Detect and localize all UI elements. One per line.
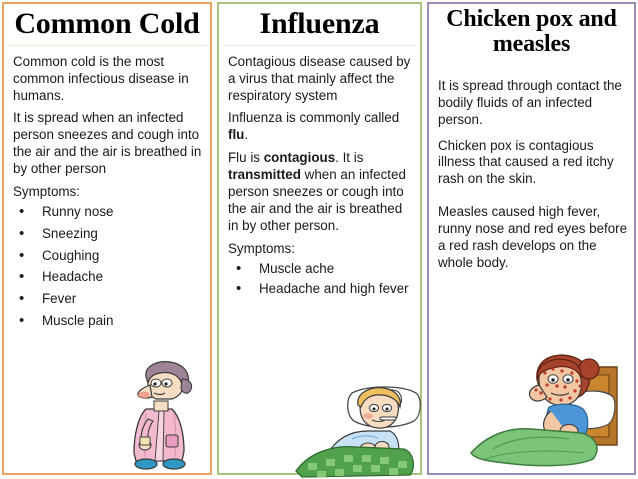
panel-title-chicken-pox-measles: Chicken pox and measles <box>446 6 617 58</box>
bold-term: transmitted <box>228 167 301 183</box>
list-item: Fever <box>13 290 204 309</box>
paragraph-spacer <box>438 197 634 204</box>
paragraph: Measles caused high fever, runny nose an… <box>438 204 628 270</box>
list-item: Sneezing <box>13 225 204 244</box>
list-item: Headache <box>13 268 204 287</box>
list-item: Runny nose <box>13 203 204 222</box>
paragraph: Flu is contagious. It is transmitted whe… <box>228 150 406 233</box>
panel-body-influenza: Contagious disease caused by a virus tha… <box>219 46 420 299</box>
panel-body-common-cold: Common cold is the most common infectiou… <box>4 46 210 331</box>
symptoms-list-common-cold: Runny nose Sneezing Coughing Headache Fe… <box>13 203 204 331</box>
symptoms-label: Symptoms: <box>13 184 80 200</box>
sick-boy-in-bed-illustration <box>295 386 421 478</box>
girl-with-rash-in-bed-illustration <box>470 354 618 467</box>
panel-chicken-pox-measles: Chicken pox and measles It is spread thr… <box>427 2 636 475</box>
panel-title-influenza: Influenza <box>259 7 380 40</box>
panel-common-cold: Common Cold Common cold is the most comm… <box>2 2 212 475</box>
list-item: Coughing <box>13 247 204 266</box>
symptoms-list-influenza: Muscle ache Headache and high fever <box>228 260 416 299</box>
paragraph: Common cold is the most common infectiou… <box>13 53 189 103</box>
sick-old-woman-illustration <box>133 361 193 470</box>
bold-term: contagious <box>263 150 336 166</box>
list-item: Muscle ache <box>228 260 416 279</box>
paragraph: Influenza is commonly called flu. <box>228 110 400 143</box>
paragraph: Chicken pox is contagious illness that c… <box>438 137 614 187</box>
panel-title-common-cold: Common Cold <box>14 7 200 40</box>
panel-body-chicken-pox-measles: It is spread through contact the bodily … <box>429 64 634 272</box>
title-divider <box>8 44 206 46</box>
paragraph: Contagious disease caused by a virus tha… <box>228 53 411 103</box>
bold-term: flu <box>228 127 245 143</box>
paragraph: It is spread when an infected person sne… <box>13 110 202 177</box>
paragraph: It is spread through contact the bodily … <box>438 77 622 127</box>
panel-influenza: Influenza Contagious disease caused by a… <box>217 2 422 478</box>
symptoms-label: Symptoms: <box>228 240 295 256</box>
title-divider <box>223 44 416 46</box>
list-item: Muscle pain <box>13 312 204 331</box>
list-item: Headache and high fever <box>228 280 416 299</box>
